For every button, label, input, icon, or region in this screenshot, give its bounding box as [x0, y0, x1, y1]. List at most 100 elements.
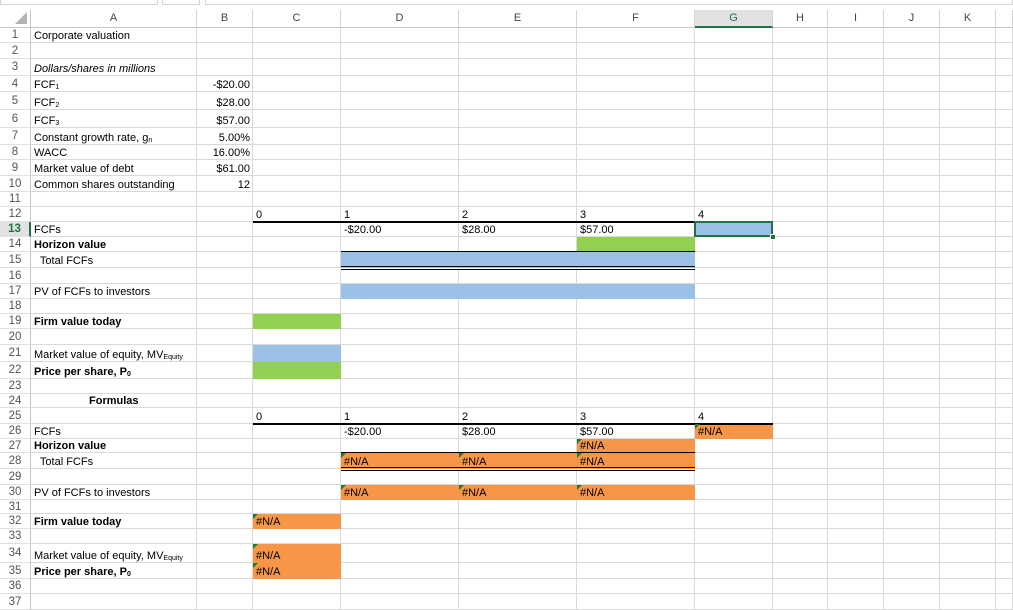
grid-cell[interactable] — [996, 424, 1013, 439]
grid-cell[interactable] — [884, 145, 940, 160]
error-indicator-icon[interactable] — [459, 485, 464, 490]
grid-cell[interactable] — [940, 314, 996, 329]
grid-cell[interactable] — [695, 394, 773, 408]
grid-cell[interactable] — [577, 329, 695, 345]
grid-cell[interactable] — [31, 110, 197, 128]
grid-cell[interactable] — [197, 408, 253, 424]
grid-cell[interactable] — [197, 28, 253, 43]
grid-cell[interactable] — [695, 145, 773, 160]
grid-cell[interactable] — [577, 43, 695, 59]
grid-cell[interactable] — [577, 176, 695, 192]
cell-a32[interactable]: Firm value today — [31, 514, 197, 529]
grid-cell[interactable] — [773, 237, 828, 252]
grid-cell[interactable] — [828, 160, 884, 176]
grid-cell[interactable] — [253, 237, 341, 252]
grid-cell[interactable] — [940, 222, 996, 237]
cell-b6[interactable]: $57.00 — [197, 110, 253, 128]
error-indicator-icon[interactable] — [253, 514, 258, 519]
grid-cell[interactable] — [197, 237, 253, 252]
cell-a15[interactable]: Total FCFs — [31, 252, 197, 268]
cell-b5[interactable]: $28.00 — [197, 92, 253, 110]
row-header-12[interactable]: 12 — [0, 207, 31, 222]
grid-cell[interactable] — [341, 500, 459, 514]
row-header-5[interactable]: 5 — [0, 92, 31, 110]
grid-cell[interactable] — [253, 76, 341, 92]
row-header-34[interactable]: 34 — [0, 544, 31, 563]
grid-cell[interactable] — [773, 514, 828, 529]
grid-cell[interactable] — [459, 329, 577, 345]
grid-cell[interactable] — [695, 379, 773, 394]
grid-cell[interactable] — [253, 485, 341, 500]
grid-cell[interactable] — [31, 514, 197, 529]
cell-g12[interactable]: 4 — [695, 207, 773, 222]
grid-cell[interactable] — [773, 529, 828, 544]
grid-cell[interactable] — [459, 110, 577, 128]
grid-cell[interactable] — [773, 379, 828, 394]
grid-cell[interactable] — [773, 43, 828, 59]
cell-d13[interactable]: -$20.00 — [341, 222, 459, 237]
cell-b7[interactable]: 5.00% — [197, 128, 253, 145]
grid-cell[interactable] — [459, 579, 577, 594]
grid-cell[interactable] — [197, 222, 253, 237]
row-header-23[interactable]: 23 — [0, 379, 31, 394]
grid-cell[interactable] — [695, 43, 773, 59]
grid-cell[interactable] — [31, 76, 197, 92]
row-header-20[interactable]: 20 — [0, 329, 31, 345]
cell-e25[interactable]: 2 — [459, 408, 577, 424]
grid-cell[interactable] — [197, 192, 253, 207]
grid-cell[interactable] — [459, 529, 577, 544]
cell-e12[interactable]: 2 — [459, 207, 577, 222]
grid-cell[interactable] — [695, 160, 773, 176]
grid-cell[interactable] — [996, 237, 1013, 252]
grid-cell[interactable] — [695, 453, 773, 469]
grid-cell[interactable] — [459, 145, 577, 160]
grid-cell[interactable] — [828, 394, 884, 408]
grid-cell[interactable] — [253, 268, 341, 284]
grid-cell[interactable] — [828, 252, 884, 268]
cell-e13[interactable]: $28.00 — [459, 222, 577, 237]
grid-cell[interactable] — [996, 314, 1013, 329]
grid-cell[interactable] — [253, 222, 341, 237]
grid-cell[interactable] — [341, 439, 459, 453]
grid-cell[interactable] — [940, 544, 996, 563]
grid-cell[interactable] — [996, 329, 1013, 345]
grid-cell[interactable] — [828, 563, 884, 579]
grid-cell[interactable] — [996, 252, 1013, 268]
grid-cell[interactable] — [253, 594, 341, 610]
grid-cell[interactable] — [828, 439, 884, 453]
row-header-36[interactable]: 36 — [0, 579, 31, 594]
grid-cell[interactable] — [695, 514, 773, 529]
grid-cell[interactable] — [577, 500, 695, 514]
grid-cell[interactable] — [253, 469, 341, 485]
grid-cell[interactable] — [828, 579, 884, 594]
grid-cell[interactable] — [31, 28, 197, 43]
grid-cell[interactable] — [459, 594, 577, 610]
grid-cell[interactable] — [828, 529, 884, 544]
column-header-c[interactable]: C — [253, 10, 341, 28]
grid-cell[interactable] — [197, 110, 253, 128]
grid-cell[interactable] — [940, 237, 996, 252]
grid-cell[interactable] — [341, 43, 459, 59]
grid-cell[interactable] — [773, 92, 828, 110]
grid-cell[interactable] — [940, 469, 996, 485]
cell-e28[interactable]: #N/A — [459, 453, 577, 469]
grid-cell[interactable] — [341, 76, 459, 92]
grid-cell[interactable] — [773, 453, 828, 469]
grid-cell[interactable] — [828, 514, 884, 529]
grid-cell[interactable] — [996, 176, 1013, 192]
cell-a26[interactable]: FCFs — [31, 424, 197, 439]
grid-cell[interactable] — [341, 237, 459, 252]
grid-cell[interactable] — [996, 299, 1013, 314]
grid-cell[interactable] — [884, 514, 940, 529]
cell-b4[interactable]: -$20.00 — [197, 76, 253, 92]
grid-cell[interactable] — [577, 579, 695, 594]
grid-cell[interactable] — [341, 594, 459, 610]
grid-cell[interactable] — [459, 394, 577, 408]
grid-cell[interactable] — [996, 110, 1013, 128]
grid-cell[interactable] — [773, 145, 828, 160]
grid-cell[interactable] — [253, 43, 341, 59]
grid-cell[interactable] — [940, 563, 996, 579]
grid-cell[interactable] — [773, 563, 828, 579]
grid-cell[interactable] — [695, 500, 773, 514]
row-header-30[interactable]: 30 — [0, 485, 31, 500]
